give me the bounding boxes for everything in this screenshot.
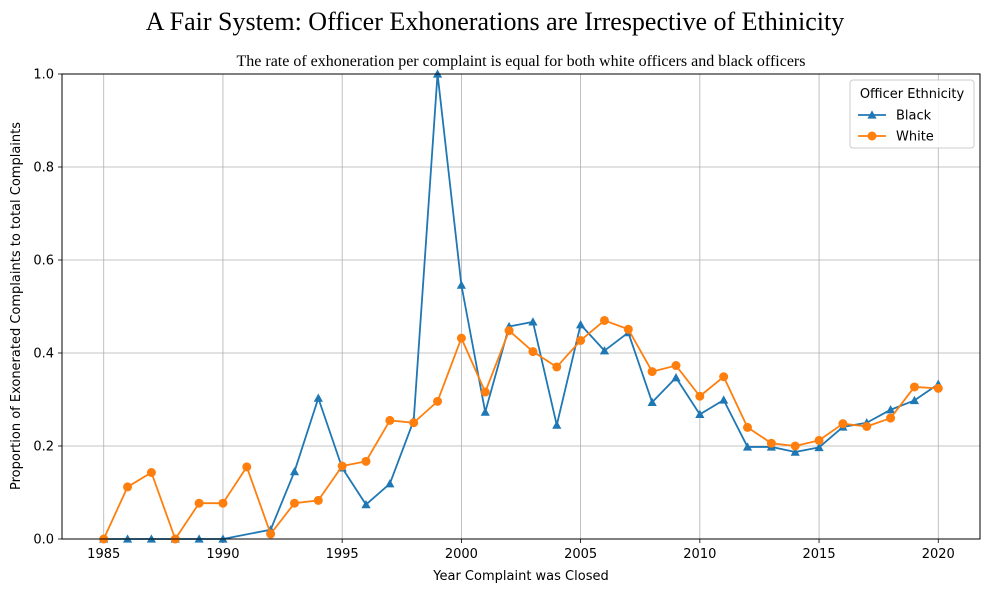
x-axis-ticks: 1985 1990 1995 2000 2005 2010 2015 2020 xyxy=(87,539,955,562)
x-tick-label: 2010 xyxy=(683,547,716,562)
x-tick-label: 1985 xyxy=(87,547,120,562)
y-tick-label: 0.2 xyxy=(33,440,54,455)
x-tick-label: 1990 xyxy=(206,547,239,562)
black-point xyxy=(719,395,729,404)
black-point xyxy=(695,409,705,419)
x-tick-label: 2015 xyxy=(803,547,836,562)
white-point xyxy=(838,419,848,429)
white-point xyxy=(409,418,419,428)
white-point xyxy=(289,498,299,508)
legend: Officer Ethnicity Black White xyxy=(849,79,975,149)
white-point xyxy=(504,326,514,336)
black-point xyxy=(647,397,657,406)
x-axis-label: Year Complaint was Closed xyxy=(432,569,608,584)
white-point xyxy=(695,391,705,401)
black-point xyxy=(361,499,371,509)
white-point xyxy=(814,435,824,445)
white-point xyxy=(671,361,681,371)
black-point xyxy=(289,466,300,476)
white-point xyxy=(433,396,443,406)
white-point xyxy=(123,482,133,492)
white-point xyxy=(886,413,896,423)
white-point xyxy=(933,383,943,393)
white-point xyxy=(242,462,252,472)
black-point xyxy=(528,317,538,326)
black-point xyxy=(885,405,896,414)
legend-entry-black: Black xyxy=(858,109,932,124)
white-point xyxy=(456,333,466,343)
white-point xyxy=(313,495,323,505)
white-point xyxy=(862,421,872,431)
black-point xyxy=(742,442,753,451)
white-point xyxy=(194,498,204,508)
x-tick-label: 2000 xyxy=(445,547,478,562)
white-point xyxy=(909,382,919,392)
y-tick-label: 0.0 xyxy=(33,533,54,548)
black-point xyxy=(385,479,395,488)
black-point xyxy=(552,420,562,429)
white-point xyxy=(266,529,276,539)
chart-subtitle: The rate of exhoneration per complaint i… xyxy=(237,53,806,70)
white-point xyxy=(576,335,586,345)
x-tick-label: 1995 xyxy=(326,547,359,562)
series-white xyxy=(99,315,943,544)
x-tick-label: 2020 xyxy=(922,547,955,562)
black-point xyxy=(599,346,610,355)
series-black xyxy=(99,69,943,543)
plot-frame xyxy=(61,73,981,540)
black-point xyxy=(909,395,920,405)
black-point xyxy=(814,442,824,452)
white-point xyxy=(766,438,776,448)
white-point xyxy=(719,372,729,382)
black-point xyxy=(671,373,681,382)
legend-title: Officer Ethnicity xyxy=(860,87,965,102)
black-point xyxy=(576,320,586,329)
white-point xyxy=(337,461,347,471)
white-point xyxy=(361,456,371,466)
legend-swatch-marker xyxy=(867,131,877,141)
legend-entry-white: White xyxy=(858,130,934,145)
white-point xyxy=(552,362,562,372)
black-point xyxy=(790,447,800,456)
white-point xyxy=(790,441,800,451)
white-point xyxy=(480,387,490,397)
y-tick-label: 0.4 xyxy=(33,347,54,362)
white-point xyxy=(385,415,395,425)
white-point xyxy=(146,468,156,478)
black-line xyxy=(103,73,939,540)
y-axis-label: Proportion of Exonerated Complaints to t… xyxy=(9,122,24,490)
white-point xyxy=(599,315,609,325)
series-lines xyxy=(99,69,943,544)
y-axis-ticks: 0.0 0.2 0.4 0.6 0.8 1.0 xyxy=(33,68,62,548)
x-tick-label: 2005 xyxy=(564,547,597,562)
y-tick-label: 0.8 xyxy=(33,161,54,176)
y-tick-label: 1.0 xyxy=(33,68,54,83)
gridlines xyxy=(62,73,980,540)
legend-entries: Black White xyxy=(858,109,934,145)
legend-swatch-marker xyxy=(867,110,877,119)
legend-label-black: Black xyxy=(896,109,932,124)
legend-label-white: White xyxy=(896,130,934,145)
chart-title: A Fair System: Officer Exhonerations are… xyxy=(146,7,844,36)
white-point xyxy=(647,367,657,377)
white-point xyxy=(623,324,633,334)
y-tick-label: 0.6 xyxy=(33,254,54,269)
white-point xyxy=(743,422,753,432)
black-point xyxy=(313,393,323,402)
white-point xyxy=(218,498,228,508)
legend-box xyxy=(849,79,975,149)
black-point xyxy=(456,280,466,289)
white-point xyxy=(528,347,538,357)
black-point xyxy=(480,407,490,416)
